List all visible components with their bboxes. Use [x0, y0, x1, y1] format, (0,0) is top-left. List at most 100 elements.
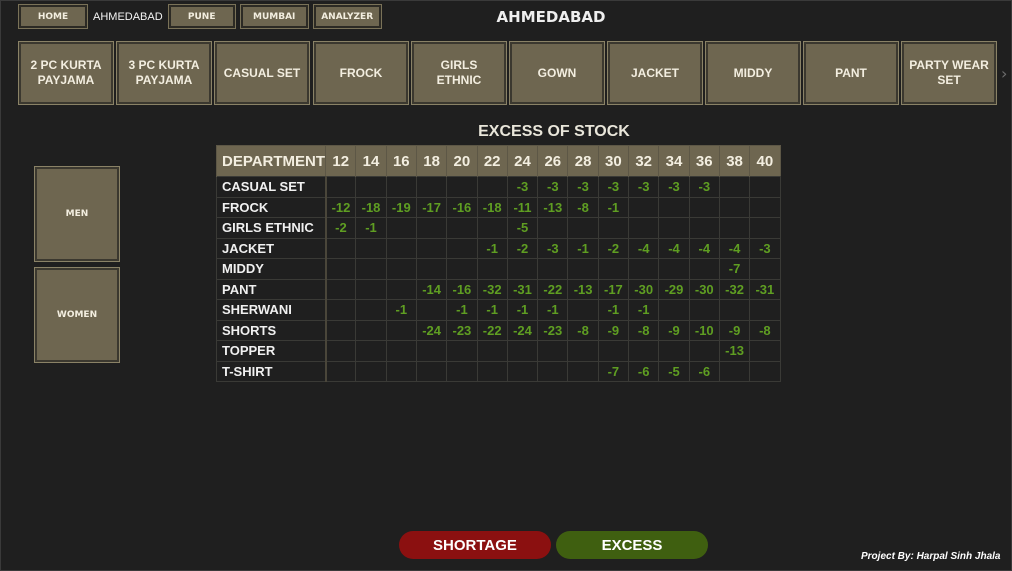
stock-value-cell — [749, 360, 781, 382]
size-column-header[interactable]: 24 — [506, 145, 538, 177]
category-button-gown[interactable]: GOWN — [509, 41, 605, 105]
size-column-header[interactable]: 14 — [355, 145, 387, 177]
size-column-header[interactable]: 28 — [567, 145, 599, 177]
stock-value-cell — [415, 299, 448, 321]
size-column-header[interactable]: 20 — [446, 145, 478, 177]
stock-value-cell: -10 — [688, 319, 720, 341]
stock-value-cell — [385, 258, 417, 280]
table-row: T-SHIRT -7 -6 -5 -6 — [215, 360, 781, 382]
stock-value-cell — [476, 360, 508, 382]
stock-value-cell: -31 — [749, 278, 781, 300]
stock-value-cell — [567, 258, 599, 280]
stock-value-cell — [718, 217, 751, 239]
category-button-middy[interactable]: MIDDY — [705, 41, 801, 105]
stock-value-cell: -3 — [537, 237, 569, 259]
size-column-header[interactable]: 36 — [688, 145, 720, 177]
stock-value-cell — [355, 258, 387, 280]
stock-value-cell — [506, 360, 539, 382]
stock-value-cell — [688, 299, 720, 321]
stock-value-cell — [718, 176, 751, 198]
size-column-header[interactable]: 16 — [385, 145, 417, 177]
stock-value-cell: -30 — [628, 278, 660, 300]
nav-analyzer-button[interactable]: ANALYZER — [312, 4, 382, 29]
category-button-2pc-kurta-payjama[interactable]: 2 PC KURTA PAYJAMA — [18, 41, 114, 105]
nav-current-city: AHMEDABAD — [93, 10, 163, 23]
size-column-header[interactable]: 18 — [415, 145, 447, 177]
stock-value-cell — [506, 340, 539, 362]
size-column-header[interactable]: 22 — [476, 145, 508, 177]
stock-value-cell — [355, 340, 387, 362]
stock-value-cell: -17 — [597, 278, 630, 300]
stock-value-cell — [446, 258, 478, 280]
stock-value-cell: -31 — [506, 278, 539, 300]
size-column-header[interactable]: 12 — [325, 145, 356, 177]
department-column-header[interactable]: DEPARTMENT — [215, 145, 326, 177]
nav-pune-button[interactable]: PUNE — [167, 4, 236, 29]
men-button[interactable]: MEN — [34, 166, 120, 262]
category-button-pant[interactable]: PANT — [803, 41, 899, 105]
table-row: PANT -14 -16 -32 -31 -22 -13 -17 -30 -29 -30 -32 -31 — [215, 278, 781, 300]
stock-value-cell: -2 — [325, 217, 357, 239]
size-column-header[interactable]: 40 — [749, 145, 781, 177]
stock-value-cell — [749, 217, 781, 239]
excess-button[interactable]: EXCESS — [556, 531, 708, 559]
category-button-3pc-kurta-payjama[interactable]: 3 PC KURTA PAYJAMA — [116, 41, 212, 105]
stock-value-cell — [597, 217, 630, 239]
category-button-frock[interactable]: FROCK — [313, 41, 409, 105]
stock-value-cell: -23 — [537, 319, 569, 341]
stock-value-cell: -6 — [688, 360, 720, 382]
stock-value-cell — [355, 360, 387, 382]
stock-value-cell — [537, 258, 569, 280]
table-title: EXCESS OF STOCK — [478, 123, 630, 140]
stock-value-cell: -1 — [567, 237, 599, 259]
stock-value-cell — [476, 258, 508, 280]
table-row: CASUAL SET -3 -3 -3 -3 -3 -3 -3 — [215, 176, 781, 198]
stock-value-cell — [718, 196, 751, 218]
nav-mumbai-button[interactable]: MUMBAI — [239, 4, 309, 29]
stock-value-cell — [718, 299, 751, 321]
size-column-header[interactable]: 34 — [658, 145, 690, 177]
stock-value-cell: -1 — [476, 237, 508, 259]
size-column-header[interactable]: 26 — [537, 145, 568, 177]
stock-value-cell: -4 — [628, 237, 660, 259]
stock-value-cell — [567, 299, 599, 321]
stock-value-cell — [446, 340, 478, 362]
category-bar: 2 PC KURTA PAYJAMA 3 PC KURTA PAYJAMA CA… — [17, 40, 1003, 106]
chevron-right-icon[interactable]: › — [1001, 64, 1008, 83]
stock-value-cell: -8 — [749, 319, 781, 341]
category-button-party-wear-set[interactable]: PARTY WEAR SET — [901, 41, 997, 105]
size-column-header[interactable]: 32 — [628, 145, 659, 177]
stock-value-cell — [415, 237, 448, 259]
size-column-header[interactable]: 38 — [718, 145, 750, 177]
department-cell: SHERWANI — [215, 299, 327, 321]
stock-value-cell: -9 — [718, 319, 751, 341]
stock-value-cell: -13 — [537, 196, 569, 218]
table-row: MIDDY -7 — [215, 258, 781, 280]
category-button-girls-ethnic[interactable]: GIRLS ETHNIC — [411, 41, 507, 105]
category-button-jacket[interactable]: JACKET — [607, 41, 703, 105]
stock-value-cell — [415, 258, 448, 280]
stock-value-cell — [749, 258, 781, 280]
stock-value-cell — [385, 319, 417, 341]
stock-value-cell — [597, 258, 630, 280]
department-cell: SHORTS — [215, 319, 327, 341]
stock-value-cell: -4 — [688, 237, 720, 259]
excess-stock-matrix: DEPARTMENT 12 14 16 18 20 22 24 26 28 30… — [215, 145, 781, 382]
size-column-header[interactable]: 30 — [597, 145, 629, 177]
page-title: AHMEDABAD — [496, 8, 606, 26]
stock-value-cell: -1 — [506, 299, 539, 321]
stock-value-cell: -6 — [628, 360, 660, 382]
women-button[interactable]: WOMEN — [34, 267, 120, 363]
shortage-button[interactable]: SHORTAGE — [399, 531, 551, 559]
department-cell: TOPPER — [215, 340, 327, 362]
category-button-casual-set[interactable]: CASUAL SET — [214, 41, 310, 105]
stock-value-cell: -4 — [658, 237, 690, 259]
stock-value-cell — [325, 258, 357, 280]
stock-value-cell: -5 — [506, 217, 539, 239]
stock-value-cell — [325, 237, 357, 259]
stock-value-cell — [385, 176, 417, 198]
nav-home-button[interactable]: HOME — [18, 4, 88, 29]
stock-value-cell — [325, 319, 357, 341]
stock-value-cell: -1 — [628, 299, 660, 321]
